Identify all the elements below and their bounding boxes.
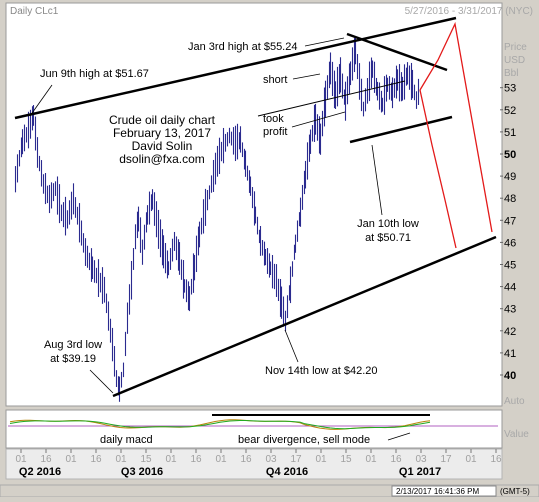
y-tick-label: 48 <box>504 193 516 205</box>
y-tick-label: 42 <box>504 326 516 338</box>
x-tick-label: 03 <box>265 454 277 465</box>
y-tick-label: 49 <box>504 171 516 183</box>
leader-took-profit <box>291 111 346 128</box>
annotation-aug3-b: at $39.19 <box>50 353 96 365</box>
caption-line-2: February 13, 2017 <box>113 126 211 140</box>
support-line <box>349 115 453 144</box>
y-tick-label: 46 <box>504 237 516 249</box>
annotation-nov14: Nov 14th low at $42.20 <box>265 365 378 377</box>
caption-line-4: dsolin@fxa.com <box>119 152 205 166</box>
macd-value-label: Value <box>504 429 529 440</box>
annotation-jun9: Jun 9th high at $51.67 <box>40 68 149 80</box>
x-tick-label: 03 <box>415 454 427 465</box>
macd-signal-line <box>9 420 431 430</box>
projection-bullish-path <box>419 21 493 233</box>
x-tick-label: 17 <box>440 454 452 465</box>
quarter-label: Q3 2016 <box>121 466 163 478</box>
x-tick-label: 15 <box>140 454 152 465</box>
x-tick-label: 16 <box>190 454 202 465</box>
x-tick-label: 01 <box>65 454 77 465</box>
leader-bear <box>387 432 411 441</box>
projection-lines <box>419 21 493 249</box>
axis-unit-bbl: Bbl <box>504 68 518 79</box>
y-tick-label: 51 <box>504 127 516 139</box>
leader-nov14 <box>284 329 299 363</box>
macd-indicator: daily macd bear divergence, sell mode <box>8 414 498 446</box>
x-axis-quarters: Q2 2016 Q3 2016 Q4 2016 Q1 2017 <box>19 466 441 478</box>
caption-line-3: David Solin <box>132 139 193 153</box>
annotation-short: short <box>263 74 287 86</box>
x-tick-label: 01 <box>215 454 227 465</box>
auto-scale-label[interactable]: Auto <box>504 396 525 407</box>
x-tick-label: 16 <box>390 454 402 465</box>
upper-channel-line <box>14 16 457 120</box>
leader-jun9 <box>29 84 53 117</box>
quarter-label: Q4 2016 <box>266 466 308 478</box>
y-tick-label: 40 <box>504 370 516 382</box>
lower-channel-line <box>112 235 497 398</box>
x-tick-label: 01 <box>315 454 327 465</box>
x-tick-label: 16 <box>40 454 52 465</box>
price-bars <box>14 37 420 402</box>
y-tick-label: 43 <box>504 304 516 316</box>
axis-unit-usd: USD <box>504 55 525 66</box>
y-tick-label: 41 <box>504 348 516 360</box>
x-tick-label: 17 <box>290 454 302 465</box>
resistance-line <box>346 32 448 72</box>
x-tick-label: 16 <box>90 454 102 465</box>
window-title: Daily CLc1 <box>10 6 59 17</box>
annotation-jan10-a: Jan 10th low <box>357 218 419 230</box>
macd-panel[interactable] <box>5 409 503 449</box>
annotations: Jun 9th high at $51.67 Jan 3rd high at $… <box>29 37 419 394</box>
status-time-box <box>391 485 497 497</box>
x-tick-label: 15 <box>340 454 352 465</box>
x-tick-label: 16 <box>240 454 252 465</box>
y-tick-label: 44 <box>504 282 516 294</box>
projection-bearish-path <box>419 89 457 249</box>
x-tick-label: 01 <box>165 454 177 465</box>
annotation-jan3: Jan 3rd high at $55.24 <box>188 41 297 53</box>
leader-jan10 <box>371 144 383 216</box>
status-time: 2/13/2017 16:41:36 PM <box>396 487 480 496</box>
x-tick-label: 01 <box>115 454 127 465</box>
annotation-jan10-b: at $50.71 <box>365 232 411 244</box>
x-tick-label: 01 <box>15 454 27 465</box>
date-range: 5/27/2016 - 3/31/2017 (NYC) <box>405 6 533 17</box>
annotation-profit: profit <box>263 126 287 138</box>
y-tick-label: 50 <box>504 149 516 161</box>
time-axis <box>5 448 503 480</box>
trendlines <box>14 16 497 398</box>
y-tick-label: 45 <box>504 260 516 272</box>
axis-unit-price: Price <box>504 42 527 53</box>
x-tick-label: 01 <box>465 454 477 465</box>
quarter-label: Q2 2016 <box>19 466 61 478</box>
y-tick-label: 47 <box>504 215 516 227</box>
leader-jan3 <box>304 37 345 47</box>
y-tick-label: 53 <box>504 83 516 95</box>
quarter-label: Q1 2017 <box>399 466 441 478</box>
x-tick-label: 01 <box>365 454 377 465</box>
annotation-aug3-a: Aug 3rd low <box>44 339 102 351</box>
x-axis-ticks: 01 16 01 16 01 15 01 16 01 16 03 17 01 15 01 16 03 17 01 16 <box>15 449 502 465</box>
annotation-took: took <box>263 113 284 125</box>
y-axis-ticks: 40 41 42 43 44 45 46 47 48 49 50 51 52 53 <box>500 83 516 382</box>
y-tick-label: 52 <box>504 105 516 117</box>
mid-trend-line <box>257 80 406 117</box>
status-timezone: (GMT-5) <box>500 487 530 496</box>
leader-short <box>292 73 321 80</box>
annotation-macd: daily macd <box>100 434 153 446</box>
leader-aug3 <box>89 369 114 394</box>
x-tick-label: 16 <box>490 454 502 465</box>
caption-line-1: Crude oil daily chart <box>109 113 216 127</box>
annotation-bear-divergence: bear divergence, sell mode <box>238 434 370 446</box>
